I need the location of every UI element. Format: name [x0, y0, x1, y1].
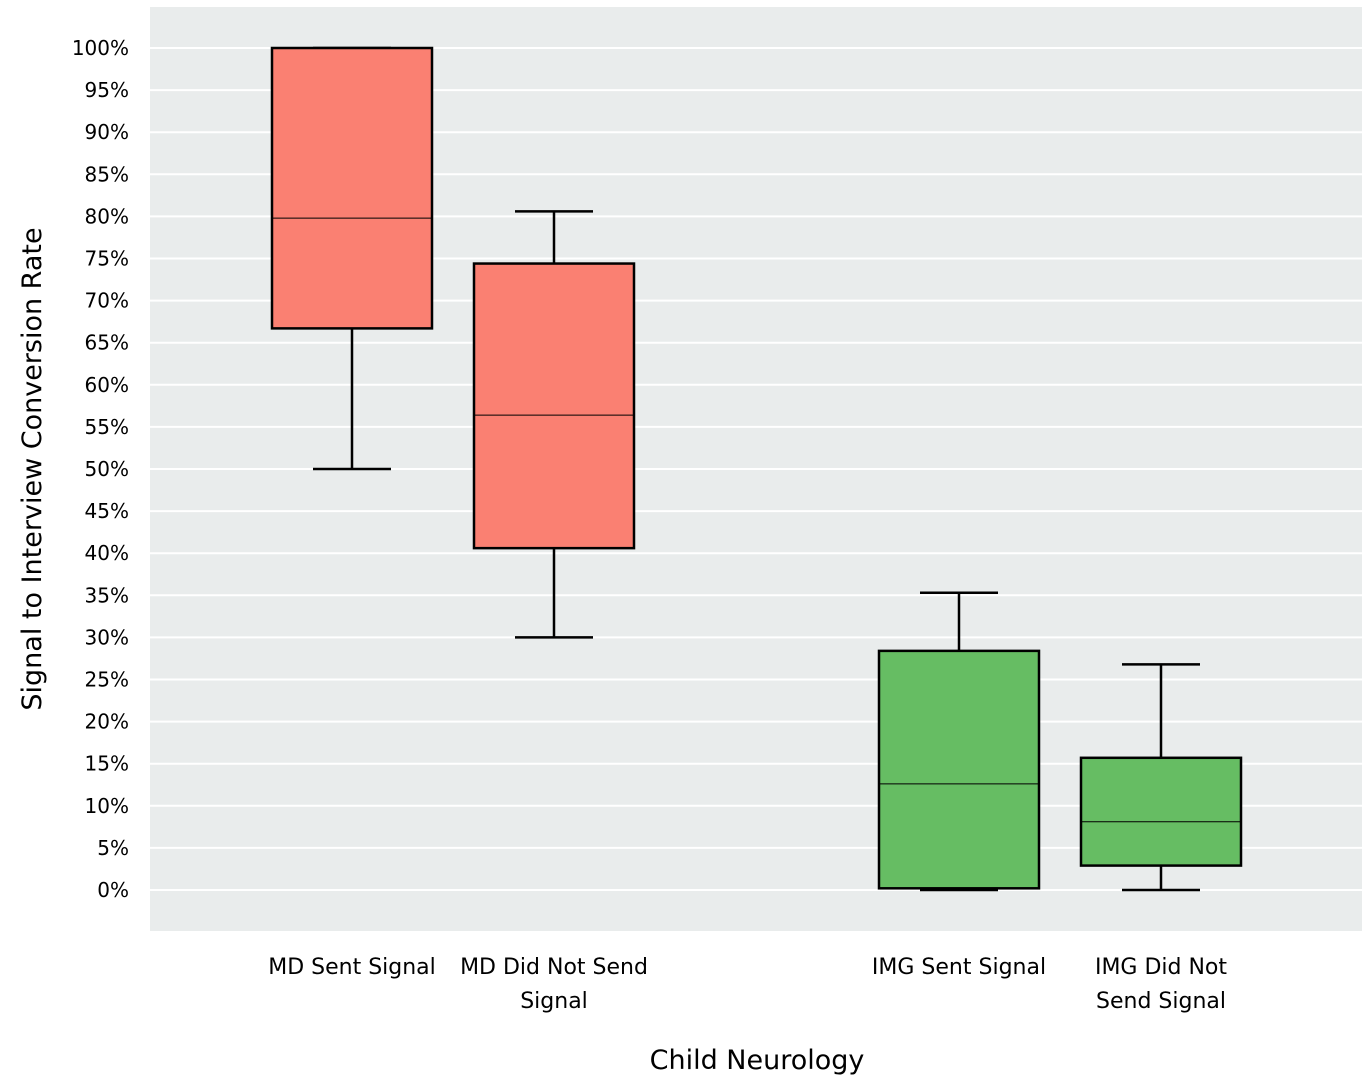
y-axis-title: Signal to Interview Conversion Rate	[17, 227, 48, 710]
x-tick-label-line: Signal	[520, 989, 588, 1014]
y-tick-label: 0%	[97, 878, 129, 902]
y-tick-label: 100%	[72, 36, 129, 60]
iqr-box	[1081, 758, 1241, 866]
x-tick-label-line: IMG Did Not	[1095, 955, 1227, 980]
y-tick-label: 25%	[85, 668, 129, 692]
iqr-box	[272, 48, 432, 328]
y-tick-label: 50%	[85, 457, 129, 481]
x-tick-label-line: MD Did Not Send	[460, 955, 648, 980]
y-tick-label: 15%	[85, 752, 129, 776]
y-tick-label: 60%	[85, 373, 129, 397]
y-tick-label: 55%	[85, 415, 129, 439]
y-tick-label: 70%	[85, 289, 129, 313]
x-tick-label: IMG Did Not Send Signal	[1095, 955, 1227, 1014]
x-tick-label-line: IMG Sent Signal	[872, 955, 1046, 980]
x-tick-label-line: MD Sent Signal	[268, 955, 436, 980]
y-tick-label: 80%	[85, 204, 129, 228]
x-axis-title: Child Neurology	[650, 1045, 865, 1076]
y-tick-label: 10%	[85, 794, 129, 818]
y-tick-label: 90%	[85, 120, 129, 144]
y-tick-label: 30%	[85, 625, 129, 649]
y-axis-ticks: 0% 5% 10% 15% 20% 25% 30% 35% 40% 45% 50% 55% 60% 65%…	[72, 36, 129, 902]
x-tick-label-line: Send Signal	[1096, 989, 1226, 1014]
iqr-box	[879, 651, 1039, 888]
x-axis-ticks: MD Sent Signal MD Did Not Send Signal IMG S…	[268, 955, 1227, 1014]
y-tick-label: 5%	[97, 836, 129, 860]
y-tick-label: 35%	[85, 583, 129, 607]
y-tick-label: 95%	[85, 78, 129, 102]
x-tick-label: MD Did Not Send Signal	[460, 955, 648, 1014]
y-tick-label: 20%	[85, 710, 129, 734]
x-tick-label: MD Sent Signal	[268, 955, 436, 980]
x-tick-label: IMG Sent Signal	[872, 955, 1046, 980]
y-tick-label: 65%	[85, 331, 129, 355]
iqr-box	[474, 264, 634, 549]
y-tick-label: 75%	[85, 247, 129, 271]
y-tick-label: 45%	[85, 499, 129, 523]
y-tick-label: 40%	[85, 541, 129, 565]
y-tick-label: 85%	[85, 162, 129, 186]
